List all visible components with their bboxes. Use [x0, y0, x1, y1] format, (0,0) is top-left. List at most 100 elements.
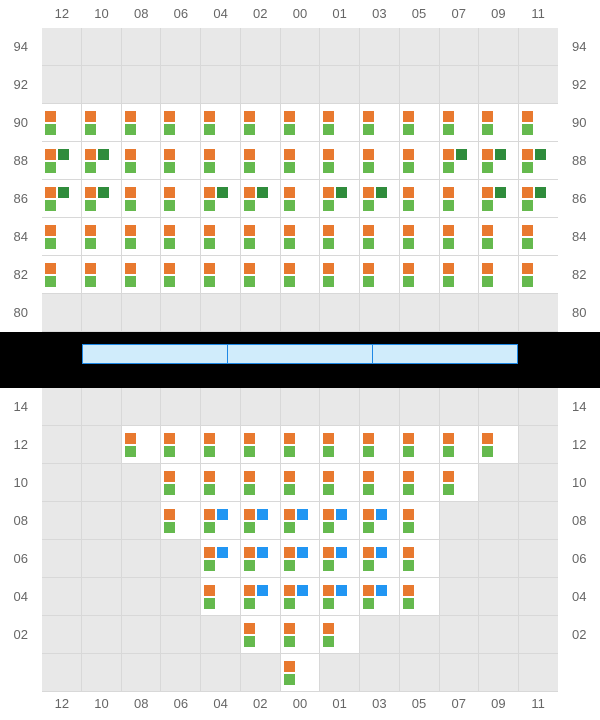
- seat-cell[interactable]: [241, 578, 281, 616]
- seat-cell[interactable]: [440, 218, 480, 256]
- seat-cell[interactable]: [241, 540, 281, 578]
- seat-cell[interactable]: [320, 616, 360, 654]
- seat-cell[interactable]: [161, 180, 201, 218]
- seat-cell[interactable]: [320, 540, 360, 578]
- seat-cell[interactable]: [479, 218, 519, 256]
- seat-cell[interactable]: [479, 104, 519, 142]
- seat-cell[interactable]: [479, 256, 519, 294]
- seat-cell[interactable]: [42, 104, 82, 142]
- seat-cell[interactable]: [320, 180, 360, 218]
- seat-cell[interactable]: [42, 256, 82, 294]
- seat-cell[interactable]: [241, 502, 281, 540]
- seat-cell[interactable]: [440, 180, 480, 218]
- seat-cell[interactable]: [281, 464, 321, 502]
- seat-cell[interactable]: [519, 256, 558, 294]
- seat-cell[interactable]: [201, 256, 241, 294]
- seat-cell[interactable]: [42, 142, 82, 180]
- seat-cell[interactable]: [241, 256, 281, 294]
- seat-cell[interactable]: [360, 502, 400, 540]
- seat-cell[interactable]: [400, 464, 440, 502]
- seat-cell[interactable]: [201, 104, 241, 142]
- seat-cell[interactable]: [400, 502, 440, 540]
- seat-cell[interactable]: [360, 426, 400, 464]
- seat-cell[interactable]: [400, 540, 440, 578]
- seat-cell[interactable]: [440, 256, 480, 294]
- seat-cell[interactable]: [281, 426, 321, 464]
- seat-cell[interactable]: [241, 180, 281, 218]
- seat-cell[interactable]: [400, 104, 440, 142]
- seat-cell[interactable]: [320, 218, 360, 256]
- seat-cell[interactable]: [201, 540, 241, 578]
- seat-cell[interactable]: [320, 502, 360, 540]
- seat-cell[interactable]: [281, 654, 321, 692]
- seat-cell[interactable]: [360, 256, 400, 294]
- seat-cell[interactable]: [281, 578, 321, 616]
- seat-cell[interactable]: [201, 502, 241, 540]
- seat-cell[interactable]: [519, 104, 558, 142]
- seat-cell[interactable]: [440, 464, 480, 502]
- seat-cell[interactable]: [82, 256, 122, 294]
- seat-cell[interactable]: [161, 256, 201, 294]
- seat-cell[interactable]: [122, 426, 162, 464]
- seat-cell[interactable]: [241, 218, 281, 256]
- seat-cell[interactable]: [122, 256, 162, 294]
- seat-cell[interactable]: [122, 218, 162, 256]
- seat-cell[interactable]: [440, 426, 480, 464]
- seat-cell[interactable]: [320, 464, 360, 502]
- seat-cell[interactable]: [479, 180, 519, 218]
- seat-cell[interactable]: [360, 218, 400, 256]
- seat-cell[interactable]: [161, 502, 201, 540]
- seat-cell[interactable]: [201, 142, 241, 180]
- seat-cell[interactable]: [122, 104, 162, 142]
- seat-cell[interactable]: [82, 104, 122, 142]
- seat-cell[interactable]: [400, 578, 440, 616]
- seat-cell[interactable]: [400, 142, 440, 180]
- seat-cell[interactable]: [122, 142, 162, 180]
- seat-cell[interactable]: [519, 180, 558, 218]
- seat-cell[interactable]: [360, 142, 400, 180]
- seat-cell[interactable]: [281, 256, 321, 294]
- seat-cell[interactable]: [241, 426, 281, 464]
- seat-cell[interactable]: [122, 180, 162, 218]
- seat-cell[interactable]: [360, 540, 400, 578]
- seat-cell[interactable]: [42, 218, 82, 256]
- seat-cell[interactable]: [241, 616, 281, 654]
- seat-cell[interactable]: [241, 142, 281, 180]
- seat-cell[interactable]: [479, 142, 519, 180]
- seat-cell[interactable]: [161, 426, 201, 464]
- seat-cell[interactable]: [161, 464, 201, 502]
- seat-cell[interactable]: [82, 142, 122, 180]
- seat-cell[interactable]: [82, 218, 122, 256]
- seat-cell[interactable]: [360, 180, 400, 218]
- seat-cell[interactable]: [201, 218, 241, 256]
- seat-cell[interactable]: [281, 540, 321, 578]
- seat-cell[interactable]: [161, 142, 201, 180]
- seat-cell[interactable]: [360, 104, 400, 142]
- seat-cell[interactable]: [241, 464, 281, 502]
- seat-cell[interactable]: [281, 616, 321, 654]
- seat-cell[interactable]: [440, 104, 480, 142]
- seat-cell[interactable]: [281, 218, 321, 256]
- seat-cell[interactable]: [360, 464, 400, 502]
- seat-cell[interactable]: [201, 426, 241, 464]
- seat-cell[interactable]: [320, 578, 360, 616]
- seat-cell[interactable]: [42, 180, 82, 218]
- seat-cell[interactable]: [201, 180, 241, 218]
- seat-cell[interactable]: [281, 502, 321, 540]
- seat-cell[interactable]: [519, 218, 558, 256]
- seat-cell[interactable]: [400, 256, 440, 294]
- seat-cell[interactable]: [281, 142, 321, 180]
- seat-cell[interactable]: [400, 218, 440, 256]
- seat-cell[interactable]: [281, 180, 321, 218]
- seat-cell[interactable]: [440, 142, 480, 180]
- seat-cell[interactable]: [320, 256, 360, 294]
- seat-cell[interactable]: [320, 142, 360, 180]
- seat-cell[interactable]: [320, 426, 360, 464]
- seat-cell[interactable]: [201, 578, 241, 616]
- seat-cell[interactable]: [161, 218, 201, 256]
- seat-cell[interactable]: [82, 180, 122, 218]
- seat-cell[interactable]: [241, 104, 281, 142]
- seat-cell[interactable]: [281, 104, 321, 142]
- seat-cell[interactable]: [320, 104, 360, 142]
- seat-cell[interactable]: [400, 426, 440, 464]
